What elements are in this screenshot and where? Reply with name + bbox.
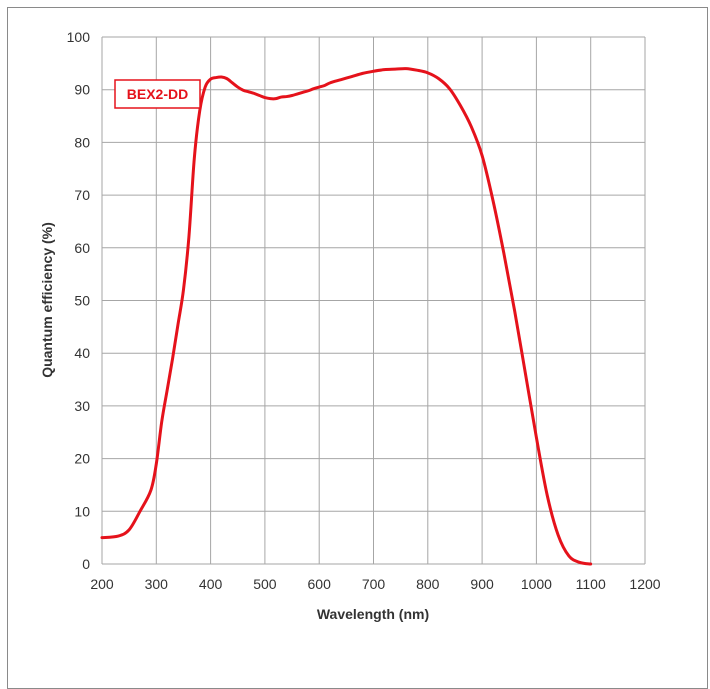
x-tick-label: 1200 bbox=[629, 576, 660, 592]
y-tick-label: 90 bbox=[74, 82, 90, 98]
y-tick-label: 20 bbox=[74, 451, 90, 467]
y-tick-label: 40 bbox=[74, 345, 90, 361]
x-tick-label: 1100 bbox=[576, 576, 606, 592]
x-tick-label: 1000 bbox=[521, 576, 552, 592]
x-tick-labels: 200 300 400 500 600 700 800 900 1000 1100 1200 bbox=[90, 576, 660, 592]
x-axis-title: Wavelength (nm) bbox=[317, 606, 429, 622]
legend-label: BEX2-DD bbox=[127, 86, 188, 102]
y-tick-label: 10 bbox=[74, 503, 90, 519]
x-tick-label: 200 bbox=[90, 576, 114, 592]
x-tick-label: 800 bbox=[416, 576, 440, 592]
x-tick-label: 300 bbox=[145, 576, 169, 592]
y-tick-label: 80 bbox=[74, 134, 90, 150]
x-tick-label: 600 bbox=[308, 576, 332, 592]
y-tick-label: 100 bbox=[67, 29, 91, 45]
series-line bbox=[100, 67, 593, 566]
x-tick-label: 400 bbox=[199, 576, 223, 592]
legend: BEX2-DD bbox=[114, 79, 201, 109]
y-axis-title: Quantum efficiency (%) bbox=[39, 222, 55, 378]
y-tick-labels: 0 10 20 30 40 50 60 70 80 90 100 bbox=[67, 29, 91, 572]
y-tick-label: 0 bbox=[82, 556, 90, 572]
x-tick-label: 500 bbox=[253, 576, 277, 592]
y-tick-label: 60 bbox=[74, 240, 90, 256]
x-tick-label: 900 bbox=[470, 576, 494, 592]
legend-box bbox=[114, 79, 201, 109]
x-tick-label: 700 bbox=[362, 576, 386, 592]
series-layer bbox=[100, 67, 593, 566]
y-tick-label: 30 bbox=[74, 398, 90, 414]
y-tick-label: 50 bbox=[74, 293, 90, 309]
y-tick-label: 70 bbox=[74, 187, 90, 203]
